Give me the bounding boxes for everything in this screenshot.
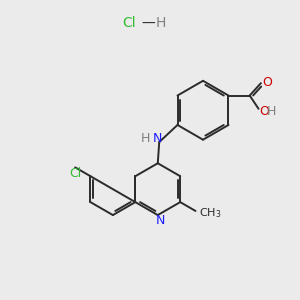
Text: H: H (155, 16, 166, 30)
Text: Cl: Cl (69, 167, 81, 180)
Text: N: N (153, 132, 163, 145)
Text: O: O (260, 105, 270, 118)
Text: Cl: Cl (122, 16, 136, 30)
Text: H: H (267, 105, 276, 118)
Text: O: O (263, 76, 272, 89)
Text: N: N (155, 214, 165, 227)
Text: CH$_3$: CH$_3$ (199, 206, 221, 220)
Text: H: H (140, 132, 150, 145)
Text: —: — (142, 16, 155, 30)
